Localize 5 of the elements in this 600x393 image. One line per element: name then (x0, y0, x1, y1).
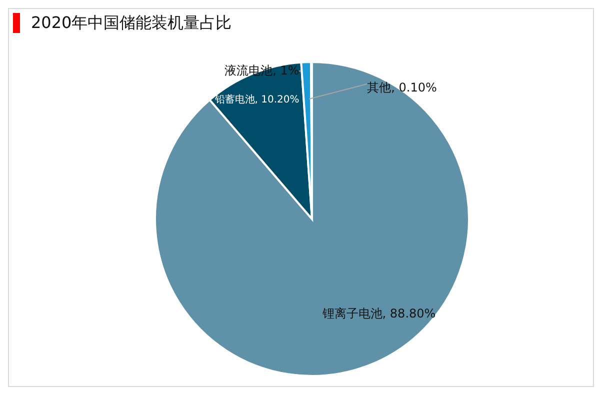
chart-title: 2020年中国储能装机量占比 (31, 13, 232, 33)
slice-label: 其他, 0.10% (367, 80, 437, 94)
slice-label: 铅蓄电池, 10.20% (214, 94, 300, 106)
pie-slice (154, 61, 470, 377)
slice-label: 锂离子电池, 88.80% (321, 306, 436, 320)
